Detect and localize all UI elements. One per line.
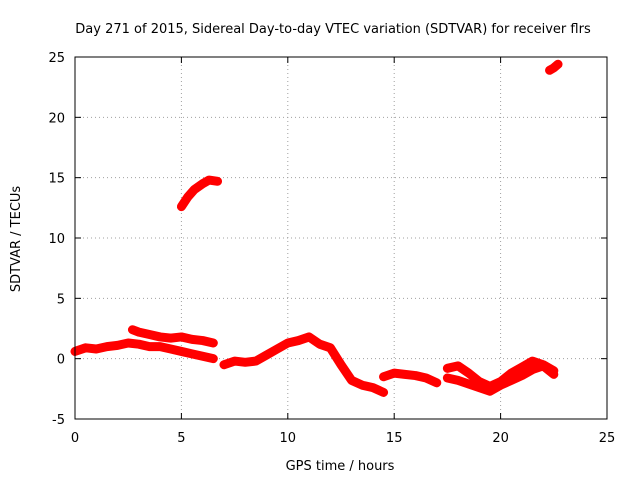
data-point (411, 371, 420, 380)
data-point (209, 354, 218, 363)
data-point (485, 387, 494, 396)
data-point (443, 373, 452, 382)
data-point (188, 335, 197, 344)
data-point (294, 336, 303, 345)
data-point (390, 369, 399, 378)
data-point (128, 325, 137, 334)
data-point (454, 376, 463, 385)
ticks: 0 5 10 15 20 25 -5 0 5 10 15 20 25 (48, 51, 615, 446)
data-point (241, 358, 250, 367)
x-axis-label: GPS time / hours (286, 459, 395, 474)
x-tick-label: 10 (280, 431, 297, 446)
series-track-g (442, 361, 559, 396)
data-point (134, 340, 143, 349)
y-tick-label: 10 (48, 232, 65, 247)
data-point (166, 345, 175, 354)
data-marks (70, 59, 563, 397)
data-point (422, 373, 431, 382)
series-track-h (545, 59, 563, 75)
data-point (379, 388, 388, 397)
data-point (166, 334, 175, 343)
data-point (432, 378, 441, 387)
data-point (213, 177, 222, 186)
y-tick-label: 15 (48, 172, 65, 187)
data-point (379, 372, 388, 381)
data-point (177, 347, 186, 356)
data-point (464, 369, 473, 378)
y-tick-label: -5 (52, 413, 65, 428)
data-point (549, 370, 558, 379)
data-point (177, 332, 186, 341)
data-point (81, 343, 90, 352)
data-point (358, 381, 367, 390)
data-point (198, 352, 207, 361)
x-tick-label: 15 (386, 431, 403, 446)
data-point (205, 176, 214, 185)
data-point (454, 361, 463, 370)
data-point (219, 360, 228, 369)
grid (75, 57, 607, 419)
x-tick-label: 25 (599, 431, 616, 446)
data-point (528, 365, 537, 374)
series-band (219, 332, 389, 397)
y-tick-label: 20 (48, 111, 65, 126)
series-track-b (127, 325, 218, 348)
data-point (262, 351, 271, 360)
data-point (134, 328, 143, 337)
data-point (545, 66, 554, 75)
data-point (496, 381, 505, 390)
data-point (368, 383, 377, 392)
series-track-e (379, 368, 442, 388)
data-point (443, 364, 452, 373)
data-point (102, 342, 111, 351)
data-point (464, 380, 473, 389)
data-point (177, 202, 186, 211)
data-point (326, 343, 335, 352)
data-point (400, 370, 409, 379)
data-point (156, 332, 165, 341)
data-point (347, 376, 356, 385)
data-point (113, 341, 122, 350)
data-point (190, 185, 199, 194)
data-point (507, 376, 516, 385)
y-tick-label: 25 (48, 51, 65, 66)
y-axis-label: SDTVAR / TECUs (9, 186, 24, 293)
data-point (156, 342, 165, 351)
data-point (92, 345, 101, 354)
data-point (554, 60, 563, 69)
data-point (209, 338, 218, 347)
data-point (124, 338, 133, 347)
data-point (549, 63, 558, 72)
chart-title: Day 271 of 2015, Sidereal Day-to-day VTE… (75, 22, 591, 37)
data-point (283, 338, 292, 347)
y-tick-label: 5 (57, 292, 65, 307)
data-point (337, 360, 345, 369)
data-point (198, 179, 207, 188)
x-tick-label: 0 (71, 431, 79, 446)
data-point (539, 361, 548, 370)
series-track-d (219, 332, 389, 397)
data-point (528, 357, 537, 366)
x-tick-label: 20 (492, 431, 509, 446)
data-point (198, 336, 207, 345)
data-point (145, 330, 154, 339)
data-point (230, 357, 239, 366)
data-point (305, 332, 314, 341)
data-point (188, 349, 197, 358)
data-point (517, 371, 526, 380)
data-point (273, 345, 282, 354)
data-point (475, 383, 484, 392)
data-point (315, 340, 324, 349)
data-point (517, 363, 526, 372)
data-point (183, 192, 192, 201)
series-track-a (70, 338, 218, 364)
data-point (145, 342, 154, 351)
series-track-c (176, 175, 223, 212)
x-tick-label: 5 (177, 431, 185, 446)
data-point (251, 357, 260, 366)
y-tick-label: 0 (57, 353, 65, 368)
